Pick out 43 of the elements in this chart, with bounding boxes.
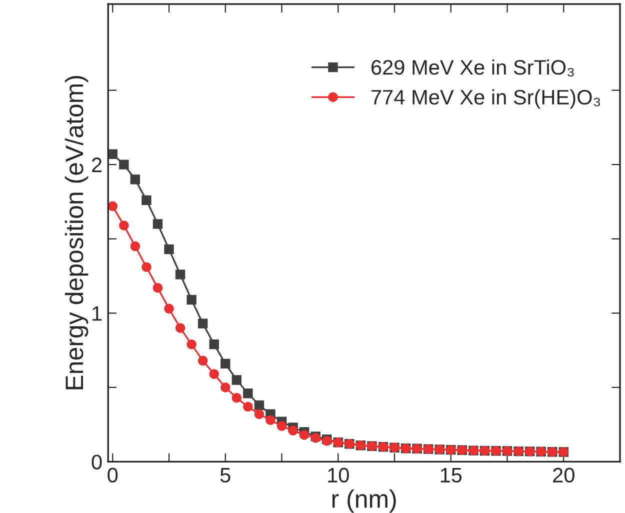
point bbox=[164, 244, 174, 254]
y-tick-label: 0 bbox=[92, 454, 102, 470]
point bbox=[288, 426, 298, 436]
point bbox=[254, 400, 264, 410]
point bbox=[243, 402, 253, 412]
point bbox=[175, 270, 186, 280]
y-tick-label: 1 bbox=[92, 306, 102, 321]
x-tick-label: 10 bbox=[328, 468, 349, 483]
point bbox=[209, 339, 219, 350]
point bbox=[186, 294, 196, 305]
point bbox=[119, 220, 129, 230]
point bbox=[198, 356, 208, 366]
point bbox=[152, 283, 163, 293]
point bbox=[232, 375, 242, 385]
point bbox=[276, 421, 287, 431]
point bbox=[266, 415, 276, 425]
point bbox=[220, 358, 230, 369]
point bbox=[198, 318, 208, 328]
point bbox=[220, 382, 230, 392]
point bbox=[142, 262, 152, 272]
x-tick-label: 15 bbox=[440, 468, 462, 483]
point bbox=[108, 201, 118, 212]
y-axis-title: Energy deposition (eV/atom) bbox=[64, 76, 88, 390]
point bbox=[175, 323, 186, 333]
point bbox=[152, 219, 163, 229]
point bbox=[232, 392, 242, 403]
legend-label: 629 MeV Xe in SrTiO₃ bbox=[372, 59, 574, 76]
point bbox=[119, 160, 129, 170]
point bbox=[186, 339, 196, 350]
point bbox=[142, 195, 152, 206]
x-axis-title: r (nm) bbox=[332, 489, 396, 513]
point bbox=[243, 388, 253, 398]
x-tick-label: 20 bbox=[553, 468, 574, 483]
point bbox=[164, 304, 174, 314]
point bbox=[209, 369, 219, 379]
legend-label: 774 MeV Xe in Sr(HE)O₃ bbox=[372, 89, 600, 109]
point bbox=[299, 430, 310, 440]
x-tick-label: 5 bbox=[220, 468, 230, 483]
x-tick-label: 0 bbox=[108, 468, 118, 483]
point bbox=[130, 174, 140, 184]
y-tick-label: 2 bbox=[92, 158, 102, 172]
point bbox=[254, 409, 264, 420]
point bbox=[130, 241, 140, 252]
